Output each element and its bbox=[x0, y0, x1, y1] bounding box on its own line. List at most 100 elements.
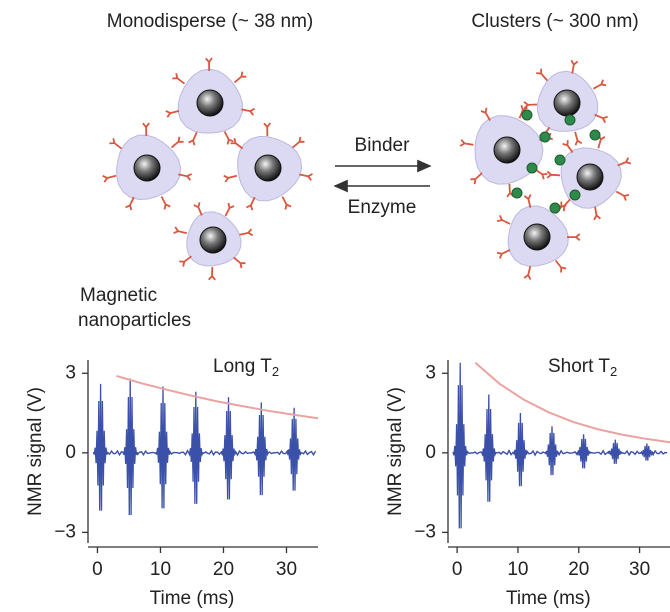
echo bbox=[639, 443, 655, 461]
forward-label: Binder bbox=[355, 135, 411, 156]
antibody bbox=[518, 105, 528, 119]
antibody bbox=[263, 122, 272, 137]
antibody bbox=[160, 196, 171, 210]
antibody bbox=[299, 173, 313, 181]
antibody bbox=[165, 110, 180, 118]
antibody bbox=[617, 157, 632, 167]
y-tick-label: 3 bbox=[65, 362, 76, 383]
antibody bbox=[233, 256, 246, 269]
echo bbox=[544, 426, 560, 476]
antibody bbox=[246, 196, 256, 211]
antibody bbox=[142, 122, 150, 137]
antibody bbox=[523, 194, 532, 208]
y-tick-label: 0 bbox=[65, 442, 76, 463]
y-tick-label: 3 bbox=[425, 362, 436, 383]
x-tick-label: 10 bbox=[507, 559, 528, 580]
antibody bbox=[470, 172, 483, 185]
nanoparticle bbox=[223, 122, 313, 211]
chart-title: Long T2 bbox=[213, 356, 279, 379]
antibody bbox=[188, 131, 198, 146]
core bbox=[523, 223, 551, 251]
nanoparticle bbox=[173, 202, 254, 281]
antibody bbox=[233, 71, 247, 84]
right-title: Clusters (~ 300 nm) bbox=[471, 11, 638, 32]
decay-envelope bbox=[116, 374, 319, 420]
antibody bbox=[223, 174, 238, 183]
core bbox=[196, 89, 224, 117]
x-tick-label: 20 bbox=[568, 559, 589, 580]
x-axis-label: Time (ms) bbox=[506, 588, 591, 609]
echo bbox=[92, 383, 109, 511]
decay-envelope bbox=[474, 361, 670, 444]
antibody bbox=[224, 202, 235, 217]
antibody bbox=[109, 138, 123, 150]
x-axis-label: Time (ms) bbox=[150, 588, 235, 609]
antibody bbox=[496, 215, 511, 225]
core bbox=[199, 226, 227, 254]
core bbox=[553, 89, 581, 117]
title-subscript: 2 bbox=[610, 364, 617, 379]
antibody bbox=[241, 107, 256, 116]
antibody bbox=[208, 266, 216, 281]
echo bbox=[253, 402, 270, 496]
antibody bbox=[592, 79, 607, 90]
antibody bbox=[205, 57, 213, 72]
antibody bbox=[554, 259, 567, 273]
nanoparticle bbox=[496, 194, 581, 280]
y-tick-label: −3 bbox=[54, 521, 76, 542]
antibody bbox=[459, 139, 474, 147]
binder bbox=[569, 189, 581, 201]
antibody bbox=[546, 170, 561, 179]
antibody bbox=[292, 136, 305, 149]
x-tick-label: 30 bbox=[276, 559, 297, 580]
x-tick-label: 30 bbox=[629, 559, 650, 580]
antibody bbox=[523, 101, 538, 109]
binder bbox=[589, 129, 601, 141]
title-subscript: 2 bbox=[272, 364, 279, 379]
x-tick-label: 0 bbox=[452, 559, 463, 580]
core bbox=[133, 154, 161, 182]
antibody bbox=[178, 173, 193, 181]
antibody bbox=[496, 249, 511, 259]
antibody bbox=[562, 140, 574, 154]
antibody bbox=[534, 168, 548, 180]
y-axis-label: NMR signal (V) bbox=[385, 387, 406, 516]
antibody bbox=[223, 131, 234, 145]
antibody bbox=[172, 73, 186, 85]
y-tick-label: −3 bbox=[414, 521, 436, 542]
antibody bbox=[570, 59, 579, 74]
antibody bbox=[536, 68, 548, 82]
echo bbox=[512, 412, 529, 487]
antibody bbox=[594, 113, 608, 124]
antibody bbox=[239, 228, 254, 237]
echo bbox=[187, 391, 204, 504]
antibody bbox=[567, 233, 581, 241]
antibody bbox=[179, 255, 192, 267]
left-title: Monodisperse (~ 38 nm) bbox=[107, 11, 313, 32]
antibody bbox=[102, 174, 117, 183]
binder bbox=[526, 162, 538, 174]
echo bbox=[286, 407, 302, 491]
antibody bbox=[125, 196, 135, 211]
core bbox=[576, 163, 604, 191]
title-text: Short T bbox=[548, 356, 610, 377]
core bbox=[254, 154, 282, 182]
antibody bbox=[523, 265, 532, 280]
binder bbox=[511, 187, 523, 199]
antibody bbox=[171, 136, 184, 149]
binder bbox=[521, 109, 533, 121]
antibody bbox=[480, 107, 491, 121]
binder bbox=[549, 202, 561, 214]
nanoparticle bbox=[102, 122, 193, 211]
antibody bbox=[193, 202, 203, 216]
binder bbox=[539, 131, 551, 143]
nanoparticle bbox=[459, 105, 554, 198]
x-tick-label: 10 bbox=[150, 559, 171, 580]
antibody bbox=[173, 226, 188, 235]
x-tick-label: 20 bbox=[213, 559, 234, 580]
chart-title: Short T2 bbox=[548, 356, 617, 379]
antibody bbox=[593, 206, 601, 221]
